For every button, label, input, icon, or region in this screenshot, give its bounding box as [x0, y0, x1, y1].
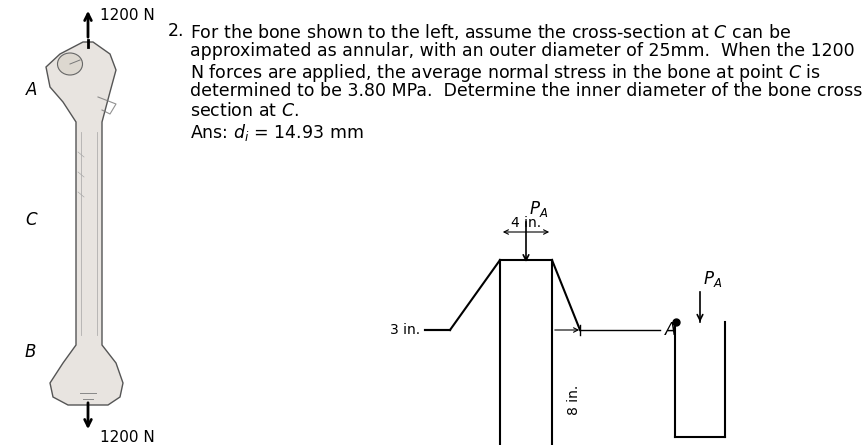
Text: Ans: $d_i$ = 14.93 mm: Ans: $d_i$ = 14.93 mm — [190, 122, 363, 143]
Text: section at $C$.: section at $C$. — [190, 102, 299, 120]
Polygon shape — [46, 42, 123, 405]
Text: $P_A$: $P_A$ — [703, 269, 722, 289]
Ellipse shape — [57, 53, 82, 75]
Text: determined to be 3.80 MPa.  Determine the inner diameter of the bone cross: determined to be 3.80 MPa. Determine the… — [190, 82, 863, 100]
Text: 3 in.: 3 in. — [390, 323, 420, 337]
Text: $A$: $A$ — [664, 321, 677, 339]
Text: 1200 N: 1200 N — [100, 8, 154, 23]
Text: N forces are applied, the average normal stress in the bone at point $C$ is: N forces are applied, the average normal… — [190, 62, 821, 84]
Text: 8 in.: 8 in. — [567, 385, 581, 415]
Text: 1200 N: 1200 N — [100, 430, 154, 445]
Text: 4 in.: 4 in. — [511, 216, 541, 230]
Text: $C$: $C$ — [25, 211, 39, 229]
Text: approximated as annular, with an outer diameter of 25mm.  When the 1200: approximated as annular, with an outer d… — [190, 42, 855, 60]
Text: $P_A$: $P_A$ — [529, 199, 548, 219]
Text: $B$: $B$ — [23, 343, 36, 361]
Text: $A$: $A$ — [25, 81, 38, 99]
Text: 2.: 2. — [168, 22, 185, 40]
Text: For the bone shown to the left, assume the cross-section at $C$ can be: For the bone shown to the left, assume t… — [190, 22, 792, 42]
